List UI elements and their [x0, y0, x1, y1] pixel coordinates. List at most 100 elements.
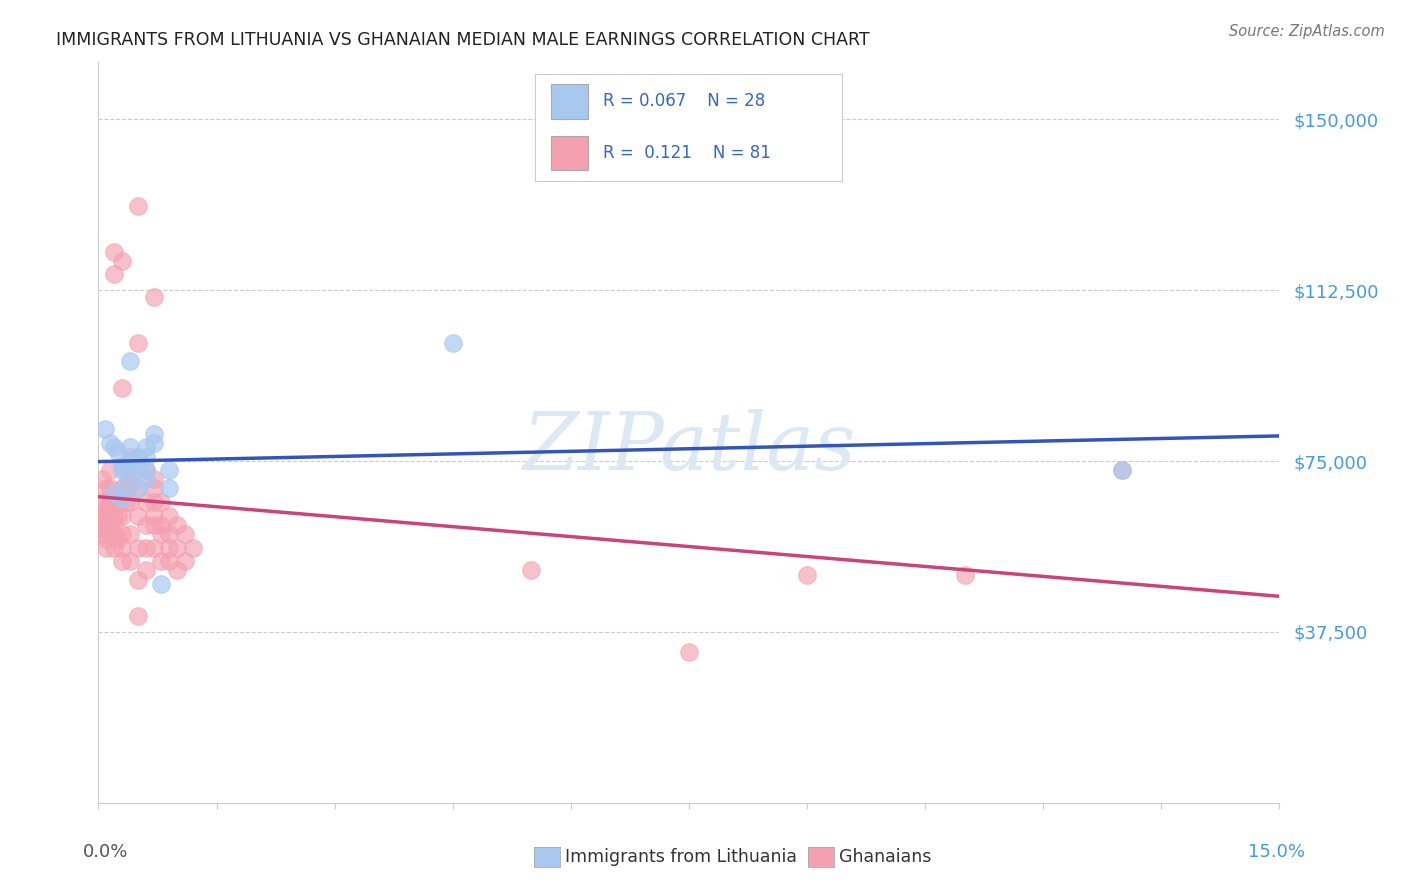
Point [150, 527, 173, 541]
Point [135, 463, 157, 477]
Point [135, 541, 157, 555]
Point [118, 441, 141, 455]
Point [96, 500, 118, 514]
Text: Source: ZipAtlas.com: Source: ZipAtlas.com [1229, 24, 1385, 39]
Point [103, 508, 125, 523]
Point [166, 541, 188, 555]
Point [96, 532, 118, 546]
Point [98, 435, 121, 450]
Point [115, 482, 138, 496]
Point [127, 199, 149, 213]
Point [157, 541, 180, 555]
Point [127, 463, 149, 477]
Text: ZIPatlas: ZIPatlas [522, 409, 856, 486]
Point [1111, 463, 1133, 477]
Point [103, 527, 125, 541]
Point [142, 508, 165, 523]
Point [135, 495, 157, 509]
Point [115, 495, 138, 509]
Point [96, 504, 118, 518]
Point [118, 354, 141, 368]
Point [441, 335, 464, 350]
Point [174, 554, 197, 568]
Point [142, 290, 165, 304]
Text: Immigrants from Lithuania: Immigrants from Lithuania [565, 848, 797, 866]
Point [127, 573, 149, 587]
Point [135, 463, 157, 477]
Point [142, 435, 165, 450]
Point [111, 458, 134, 473]
Point [103, 268, 125, 282]
Point [96, 513, 118, 527]
Point [107, 495, 129, 509]
Point [135, 441, 157, 455]
Point [157, 527, 180, 541]
Point [111, 463, 134, 477]
Point [91, 508, 114, 523]
Point [111, 541, 134, 555]
Point [142, 426, 165, 441]
Point [953, 568, 976, 582]
Point [118, 554, 141, 568]
Point [115, 463, 138, 477]
Point [135, 450, 157, 464]
Point [127, 450, 149, 464]
Point [91, 495, 114, 509]
Point [107, 532, 129, 546]
Point [111, 527, 134, 541]
Point [174, 527, 197, 541]
Point [96, 523, 118, 537]
Point [103, 244, 125, 259]
Point [111, 253, 134, 268]
Point [796, 568, 818, 582]
Point [166, 564, 188, 578]
Point [111, 482, 134, 496]
Point [107, 445, 129, 459]
Text: 15.0%: 15.0% [1249, 843, 1305, 861]
Point [127, 335, 149, 350]
Point [118, 472, 141, 486]
Point [142, 472, 165, 486]
Point [142, 517, 165, 532]
Point [115, 476, 138, 491]
Point [118, 454, 141, 468]
Point [142, 541, 165, 555]
Text: 0.0%: 0.0% [83, 843, 128, 861]
Point [150, 517, 173, 532]
Point [127, 482, 149, 496]
Point [91, 472, 114, 486]
Point [127, 541, 149, 555]
Point [98, 482, 121, 496]
Point [93, 422, 115, 436]
Point [135, 472, 157, 486]
Point [118, 450, 141, 464]
Point [103, 486, 125, 500]
Point [142, 482, 165, 496]
Point [150, 495, 173, 509]
Point [181, 541, 204, 555]
Point [157, 554, 180, 568]
Point [127, 450, 149, 464]
Point [118, 458, 141, 473]
Point [678, 645, 700, 659]
Point [157, 508, 180, 523]
Point [118, 454, 141, 468]
Point [111, 491, 134, 505]
Point [111, 554, 134, 568]
Point [107, 508, 129, 523]
Point [127, 508, 149, 523]
Point [103, 441, 125, 455]
Point [520, 564, 543, 578]
Point [111, 381, 134, 395]
Point [142, 495, 165, 509]
Point [98, 463, 121, 477]
Point [111, 508, 134, 523]
Point [127, 609, 149, 624]
Point [91, 517, 114, 532]
Text: Ghanaians: Ghanaians [839, 848, 932, 866]
Text: IMMIGRANTS FROM LITHUANIA VS GHANAIAN MEDIAN MALE EARNINGS CORRELATION CHART: IMMIGRANTS FROM LITHUANIA VS GHANAIAN ME… [56, 31, 870, 49]
Point [96, 482, 118, 496]
Point [118, 476, 141, 491]
Point [150, 577, 173, 591]
Point [1111, 463, 1133, 477]
